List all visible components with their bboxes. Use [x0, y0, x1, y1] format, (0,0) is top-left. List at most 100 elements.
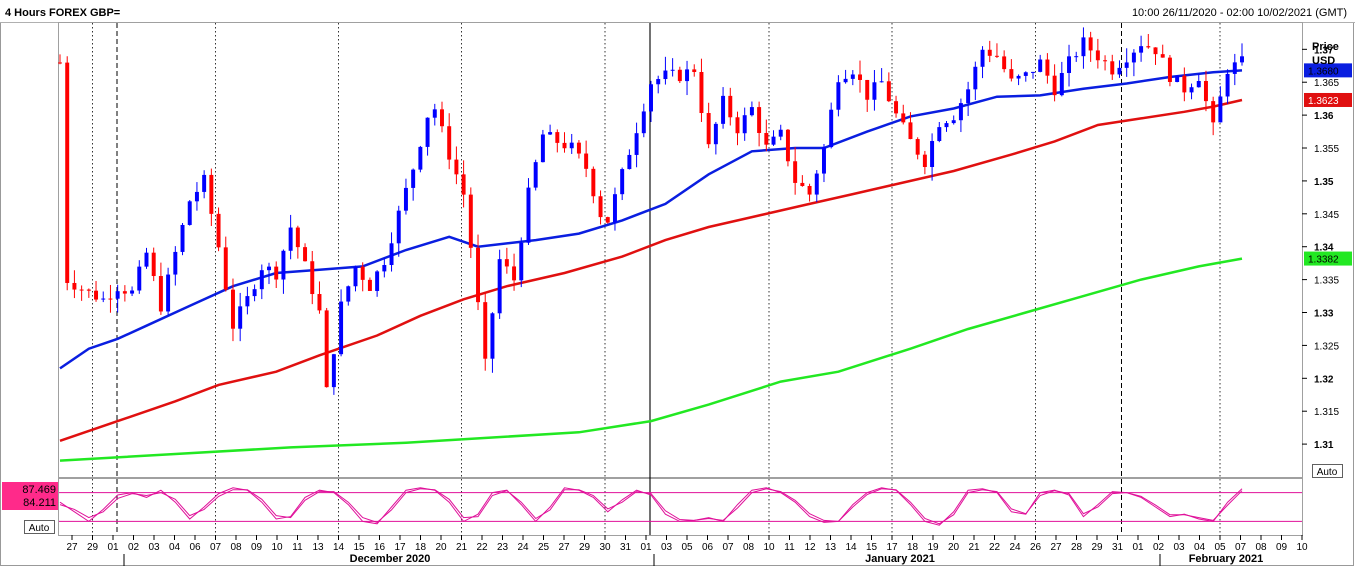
candle-body	[778, 129, 783, 137]
oscillator-auto-label[interactable]: Auto	[29, 523, 50, 534]
candle	[641, 103, 646, 138]
candle-body	[735, 117, 740, 134]
price-axis: 1.31 1.315 1.32 1.325 1.33 1.335 1.34 1.345 1.35…	[1302, 45, 1352, 451]
candle-body	[670, 69, 675, 71]
candle-body	[540, 134, 545, 163]
candle	[317, 281, 322, 314]
candle-body	[353, 266, 358, 287]
candle-body	[173, 251, 178, 275]
candle	[151, 247, 156, 282]
time-tick-label: 27	[1050, 542, 1062, 553]
candle	[411, 168, 416, 201]
candle	[656, 75, 661, 94]
candle	[1189, 83, 1194, 100]
time-tick-label: 10	[271, 542, 283, 553]
price-tick-label: 1.365	[1314, 78, 1339, 89]
candlestick-series	[58, 27, 1244, 395]
price-badge-value: 1.3680	[1308, 66, 1339, 77]
month-label: December 2020	[350, 553, 431, 565]
time-tick-label: 02	[1153, 542, 1165, 553]
candle	[389, 232, 394, 272]
candle-body	[295, 227, 300, 248]
candle	[425, 117, 430, 156]
candle-body	[836, 82, 841, 110]
candle-body	[915, 139, 920, 155]
candle-body	[598, 196, 603, 218]
candle-body	[403, 187, 408, 211]
price-badge-red: 1.3623	[1304, 92, 1352, 107]
time-tick-label: 26	[1030, 542, 1042, 553]
candle-body	[793, 161, 798, 183]
price-auto-box[interactable]	[1312, 464, 1343, 478]
candle-body	[490, 313, 495, 359]
candle	[331, 353, 336, 395]
candle	[1167, 54, 1172, 87]
candle	[1117, 60, 1122, 78]
candle-body	[447, 126, 452, 160]
candle-body	[1189, 87, 1194, 93]
candle-body	[1131, 52, 1136, 63]
candle	[1002, 50, 1007, 73]
candle-body	[101, 298, 106, 300]
candle-body	[166, 274, 171, 312]
candle-body	[829, 109, 834, 148]
price-tick-label: 1.315	[1314, 407, 1339, 418]
time-tick-label: 30	[599, 542, 611, 553]
price-auto-button[interactable]: Auto	[1312, 464, 1343, 479]
time-tick-label: 17	[394, 542, 406, 553]
candle-body	[331, 354, 336, 388]
price-axis-label: Price	[1312, 41, 1339, 53]
candle-body	[728, 95, 733, 118]
candle-body	[850, 74, 855, 79]
candle	[65, 56, 70, 291]
price-auto-label[interactable]: Auto	[1317, 467, 1338, 478]
time-tick-label: 07	[210, 542, 222, 553]
time-tick-label: 06	[189, 542, 201, 553]
price-tick-label: 1.355	[1314, 144, 1339, 155]
candle-body	[951, 120, 956, 124]
candle-body	[1067, 56, 1072, 73]
candle	[533, 159, 538, 191]
candle	[1031, 71, 1035, 79]
candle	[807, 183, 812, 202]
candle-body	[194, 191, 199, 202]
candle	[1124, 48, 1129, 77]
candle	[951, 115, 956, 125]
candle-body	[562, 142, 567, 149]
candle-body	[980, 49, 985, 67]
candle-body	[216, 213, 221, 248]
oscillator-value-2: 84.211	[23, 497, 56, 509]
candle	[728, 87, 733, 126]
candle	[346, 285, 351, 306]
candle-body	[303, 247, 308, 262]
candle-body	[245, 296, 250, 307]
time-axis: 27 29 01 02 03 04 06 07 08 09 10 11 13 14 15 16 17 18 20 21…	[66, 535, 1308, 566]
candle	[1095, 38, 1100, 69]
month-label: January 2021	[865, 553, 935, 565]
time-tick-label: 29	[579, 542, 591, 553]
candle	[562, 132, 567, 153]
candle-body	[1203, 80, 1208, 102]
candle-body	[620, 169, 625, 195]
candle	[901, 104, 906, 125]
candle	[382, 258, 387, 278]
price-badge-box	[1304, 92, 1352, 107]
candle-body	[1117, 67, 1122, 75]
candle	[1088, 31, 1093, 62]
candle-body	[367, 279, 372, 291]
candle-body	[692, 69, 697, 73]
candle	[908, 112, 913, 140]
oscillator-auto-button[interactable]: Auto	[24, 520, 55, 535]
candle	[94, 280, 99, 302]
oscillator-auto-box[interactable]	[24, 520, 55, 534]
candle	[879, 68, 884, 83]
candle	[1232, 53, 1237, 86]
candle	[663, 56, 668, 85]
candle-body	[843, 78, 848, 83]
time-tick-label: 14	[845, 542, 857, 553]
candle-body	[72, 282, 77, 290]
candle	[721, 87, 726, 129]
candle-body	[901, 113, 906, 123]
candle-body	[1211, 101, 1216, 123]
